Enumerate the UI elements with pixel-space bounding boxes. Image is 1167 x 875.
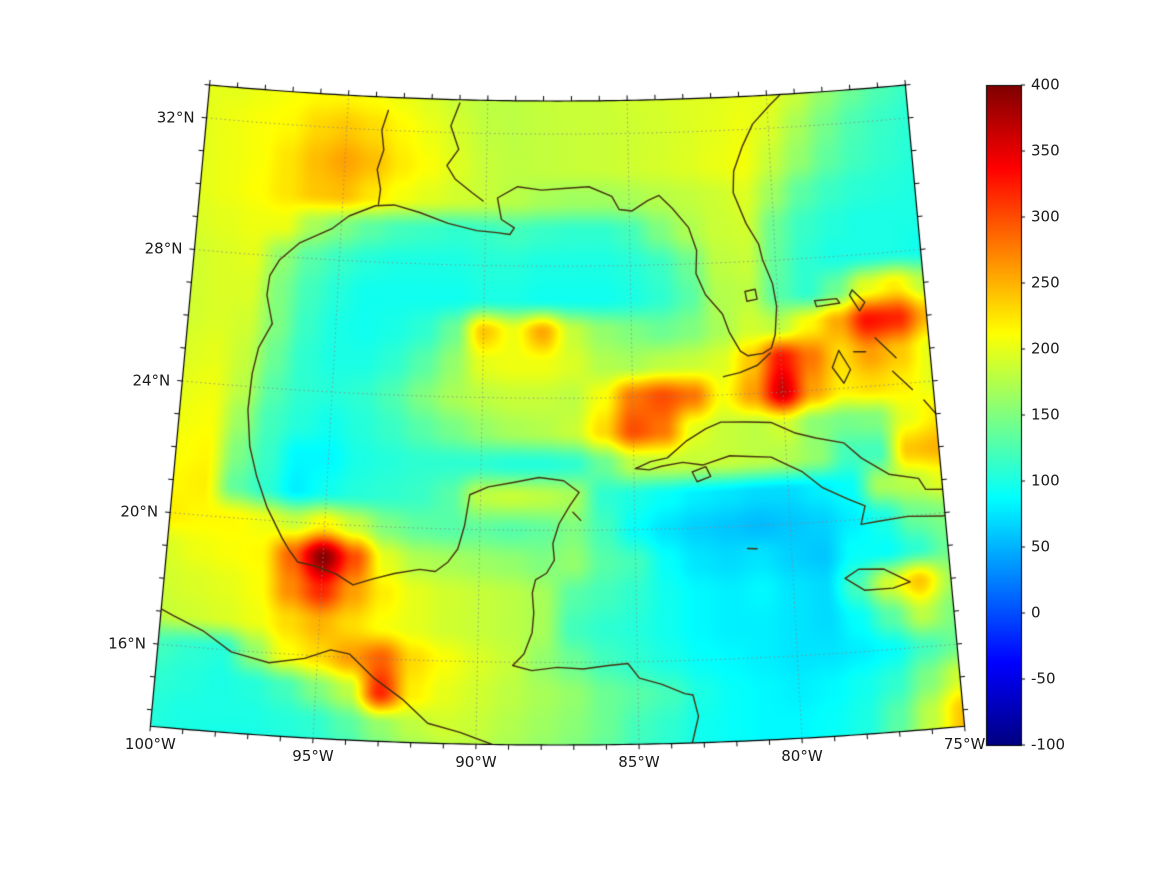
lon-tick-label: 100°W	[124, 735, 176, 754]
colorbar-tick-label: 50	[1031, 537, 1051, 556]
lon-tick-label: 95°W	[292, 747, 334, 766]
colorbar-tick-label: 400	[1031, 75, 1060, 94]
lon-tick-label: 90°W	[455, 753, 497, 772]
lat-tick-label: 28°N	[144, 239, 183, 258]
lon-tick-label: 85°W	[618, 753, 660, 772]
colorbar-tick-label: 100	[1031, 471, 1060, 490]
colorbar-tick-label: -100	[1031, 735, 1066, 754]
lat-tick-label: 16°N	[108, 634, 146, 653]
lon-tick-label: 80°W	[781, 747, 823, 766]
colorbar-tick-label: -50	[1031, 669, 1056, 688]
colorbar-tick-label: 250	[1031, 273, 1060, 292]
lat-tick-label: 24°N	[132, 371, 171, 390]
colorbar-tick-label: 200	[1031, 339, 1060, 358]
colorbar-tick-label: 0	[1031, 603, 1041, 622]
lat-tick-label: 32°N	[156, 108, 195, 127]
colorbar-tick-label: 150	[1031, 405, 1060, 424]
colorbar-tick-label: 350	[1031, 141, 1060, 160]
lon-tick-label: 75°W	[943, 735, 986, 754]
lat-tick-label: 20°N	[120, 502, 159, 521]
colorbar-tick-label: 300	[1031, 207, 1060, 226]
